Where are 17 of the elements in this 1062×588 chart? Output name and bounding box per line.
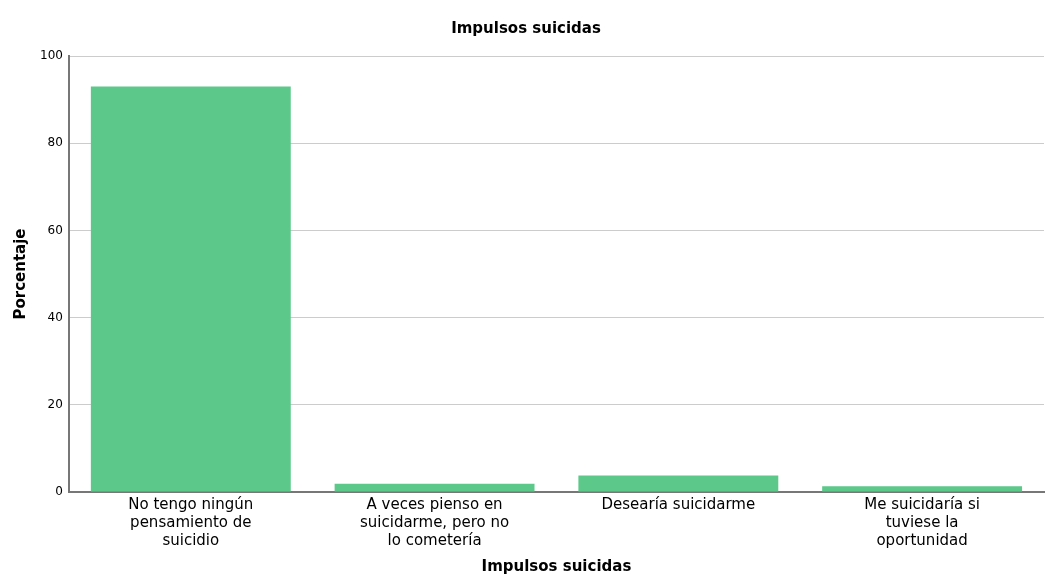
x-tick-label: Me suicidaría si tuviese la oportunidad <box>864 494 981 549</box>
bar <box>334 483 535 492</box>
x-tick-label: A veces pienso en suicidarme, pero no lo cometería <box>360 494 510 549</box>
bar <box>90 86 291 492</box>
x-axis-title: Impulsos suicidas <box>481 556 632 575</box>
y-tick-label: 100 <box>40 48 63 63</box>
y-tick-label: 20 <box>47 396 63 411</box>
x-tick-label: No tengo ningún pensamiento de suicidio <box>128 494 254 549</box>
y-tick-label: 80 <box>47 135 63 150</box>
chart-title: Impulsos suicidas <box>451 18 601 37</box>
x-tick-label: Desearía suicidarme <box>601 494 756 513</box>
bar <box>578 475 779 492</box>
y-axis-title: Porcentaje <box>10 228 29 320</box>
y-tick-label: 40 <box>47 309 63 324</box>
y-tick-label: 60 <box>47 222 63 237</box>
bar <box>822 486 1023 492</box>
y-tick-label: 0 <box>55 484 63 499</box>
